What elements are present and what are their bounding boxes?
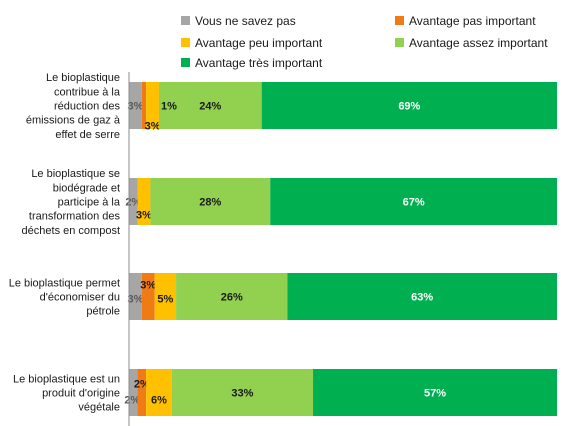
- data-label-avantage-tres-important-4: 57%: [424, 388, 446, 400]
- bar-vous-ne-savez-pas-3: [129, 273, 142, 320]
- legend-item-avantage-peu-important: Avantage peu important: [181, 36, 323, 50]
- bar-vous-ne-savez-pas-2: [129, 178, 138, 225]
- data-label-avantage-tres-important-1: 69%: [398, 101, 420, 113]
- legend-label: Vous ne savez pas: [195, 14, 296, 28]
- category-label-line: effet de serre: [55, 129, 120, 141]
- category-label-line: Le bioplastique permet: [9, 277, 120, 289]
- bar-vous-ne-savez-pas-4: [129, 369, 138, 416]
- legend-label: Avantage pas important: [409, 14, 536, 28]
- legend-item-avantage-pas-important: Avantage pas important: [395, 14, 536, 28]
- data-label-avantage-tres-important-3: 63%: [411, 292, 433, 304]
- bar-avantage-tres-important-4: [313, 369, 557, 416]
- legend-item-vous-ne-savez-pas: Vous ne savez pas: [181, 14, 296, 28]
- bar-avantage-pas-important-3: [141, 273, 155, 320]
- bar-group-1: 3%3% 24% 69%: [127, 82, 557, 133]
- category-label-line: biodégrade et: [53, 182, 120, 194]
- category-label-line: participe à la: [58, 197, 121, 209]
- legend-item-avantage-tres-important: Avantage très important: [181, 56, 323, 70]
- legend-swatch: [181, 38, 190, 47]
- category-label-3: Le bioplastique permet d'économiser du pét…: [9, 277, 120, 317]
- bar-avantage-peu-important-3: [154, 273, 177, 320]
- category-label-line: Le bioplastique: [46, 72, 120, 84]
- data-label-avantage-peu-important-1: 3%: [145, 121, 161, 133]
- category-label-line: déchets en compost: [22, 225, 120, 237]
- data-label-avantage-peu-important-3: 5%: [157, 294, 173, 306]
- data-label-avantage-assez-important-2: 28%: [199, 197, 221, 209]
- category-label-line: Le bioplastique est un: [13, 373, 120, 385]
- bar-avantage-peu-important-2: [137, 178, 151, 225]
- bar-group-3: 3%3%5% 26% 63%: [127, 273, 557, 320]
- bar-avantage-assez-important-4: [171, 369, 314, 416]
- legend-swatch: [181, 58, 190, 67]
- bar-avantage-tres-important-1: [261, 82, 557, 129]
- data-label-avantage-pas-important-4: 2%: [134, 379, 150, 391]
- bar-group-2: 2%3%28% 67%: [125, 178, 557, 225]
- legend-label: Avantage très important: [195, 56, 323, 70]
- bar-avantage-assez-important-2: [150, 178, 271, 225]
- category-label-line: contribue à la: [54, 86, 121, 98]
- data-label-vous-ne-savez-pas-1: 3%: [127, 101, 143, 113]
- data-label-avantage-peu-important-4: 6%: [151, 395, 167, 407]
- data-label-avantage-assez-important-3: 26%: [221, 292, 243, 304]
- legend: Vous ne savez pas Avantage pas important A…: [181, 14, 548, 70]
- category-label-line: pétrole: [86, 306, 120, 318]
- legend-item-avantage-assez-important: Avantage assez important: [395, 36, 548, 50]
- bar-avantage-pas-important-4: [137, 369, 147, 416]
- data-label-avantage-peu-important-2: 3%: [136, 210, 152, 222]
- bar-vous-ne-savez-pas-1: [129, 82, 142, 129]
- legend-swatch: [395, 38, 404, 47]
- bar-avantage-assez-important-1: [158, 82, 262, 129]
- legend-swatch: [395, 16, 404, 25]
- category-label-1: Le bioplastique contribue à la réduction d…: [26, 72, 121, 141]
- category-label-line: végétale: [78, 402, 120, 414]
- category-label-line: produit d'origine: [42, 388, 120, 400]
- bar-avantage-pas-important-1: [141, 82, 147, 129]
- bar-avantage-peu-important-1: [146, 82, 159, 129]
- category-label-line: d'économiser du: [40, 292, 120, 304]
- category-label-line: réduction des: [54, 101, 121, 113]
- bar-avantage-peu-important-4: [146, 369, 172, 416]
- data-label-avantage-assez-important-4: 33%: [231, 388, 253, 400]
- data-label-vous-ne-savez-pas-4: 2%: [124, 395, 140, 407]
- bar-avantage-tres-important-3: [287, 273, 557, 320]
- data-label-avantage-tres-important-2: 67%: [403, 197, 425, 209]
- category-label-line: émissions de gaz à: [26, 115, 121, 127]
- category-label-4: Le bioplastique est un produit d'origine v…: [13, 373, 120, 413]
- legend-swatch: [181, 16, 190, 25]
- bar-group-4: 2%2%6%33% 57%: [124, 369, 557, 416]
- data-label-avantage-pas-important-3: 3%: [140, 280, 156, 292]
- data-label-extra-1: 1%: [161, 101, 177, 113]
- category-labels: Le bioplastique contribue à la réduction d…: [9, 72, 121, 414]
- bars: 3%3%24% 69%2%3%28% 67%3%3%5% 26% 63%2%2%6%33…: [124, 82, 557, 416]
- legend-label: Avantage assez important: [409, 36, 548, 50]
- category-label-line: transformation des: [29, 211, 121, 223]
- data-label-vous-ne-savez-pas-3: 3%: [127, 294, 143, 306]
- legend-label: Avantage peu important: [195, 36, 323, 50]
- bar-avantage-tres-important-2: [270, 178, 557, 225]
- category-label-2: Le bioplastique se biodégrade et participe…: [22, 168, 121, 237]
- data-label-avantage-assez-important-1: 24%: [199, 101, 221, 113]
- category-label-line: Le bioplastique se: [31, 168, 120, 180]
- bar-avantage-assez-important-3: [176, 273, 288, 320]
